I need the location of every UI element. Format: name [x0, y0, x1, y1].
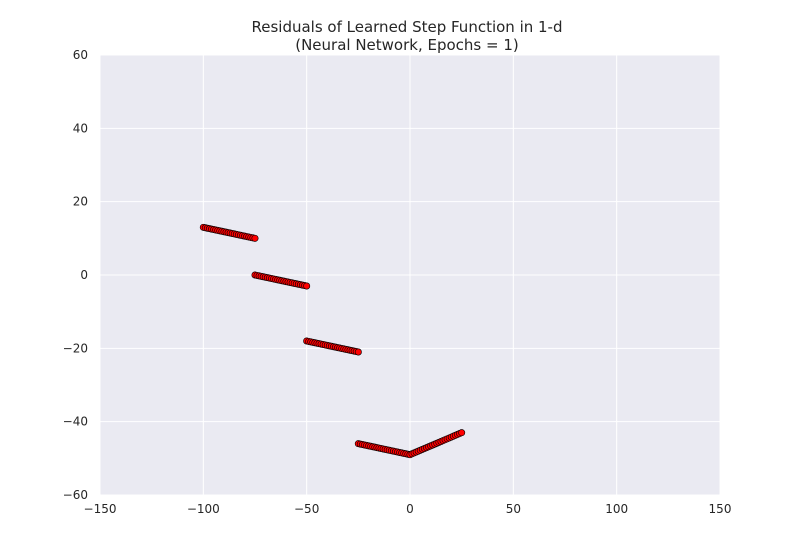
data-point — [303, 282, 311, 290]
y-tick-label: 0 — [80, 268, 88, 282]
x-tick-label: 50 — [506, 502, 521, 516]
x-tick-label: 0 — [406, 502, 414, 516]
data-point — [251, 234, 259, 242]
x-tick-label: −100 — [187, 502, 220, 516]
tick-labels: −150 −100 −50 0 50 100 150 −60 −40 −20 0 20 40 60 — [63, 48, 732, 516]
x-tick-label: −150 — [84, 502, 117, 516]
y-tick-label: −40 — [63, 415, 88, 429]
y-tick-label: 20 — [73, 195, 88, 209]
y-tick-label: −20 — [63, 341, 88, 355]
chart-subtitle: (Neural Network, Epochs = 1) — [295, 36, 519, 54]
x-tick-label: 100 — [605, 502, 628, 516]
data-point — [354, 348, 362, 356]
y-tick-label: 60 — [73, 48, 88, 62]
data-points — [199, 223, 466, 459]
grid-lines — [99, 54, 721, 496]
x-tick-label: −50 — [294, 502, 319, 516]
x-tick-label: 150 — [709, 502, 732, 516]
y-tick-label: −60 — [63, 488, 88, 502]
data-point — [458, 429, 466, 437]
chart-title: Residuals of Learned Step Function in 1-… — [251, 18, 562, 36]
y-tick-label: 40 — [73, 121, 88, 135]
